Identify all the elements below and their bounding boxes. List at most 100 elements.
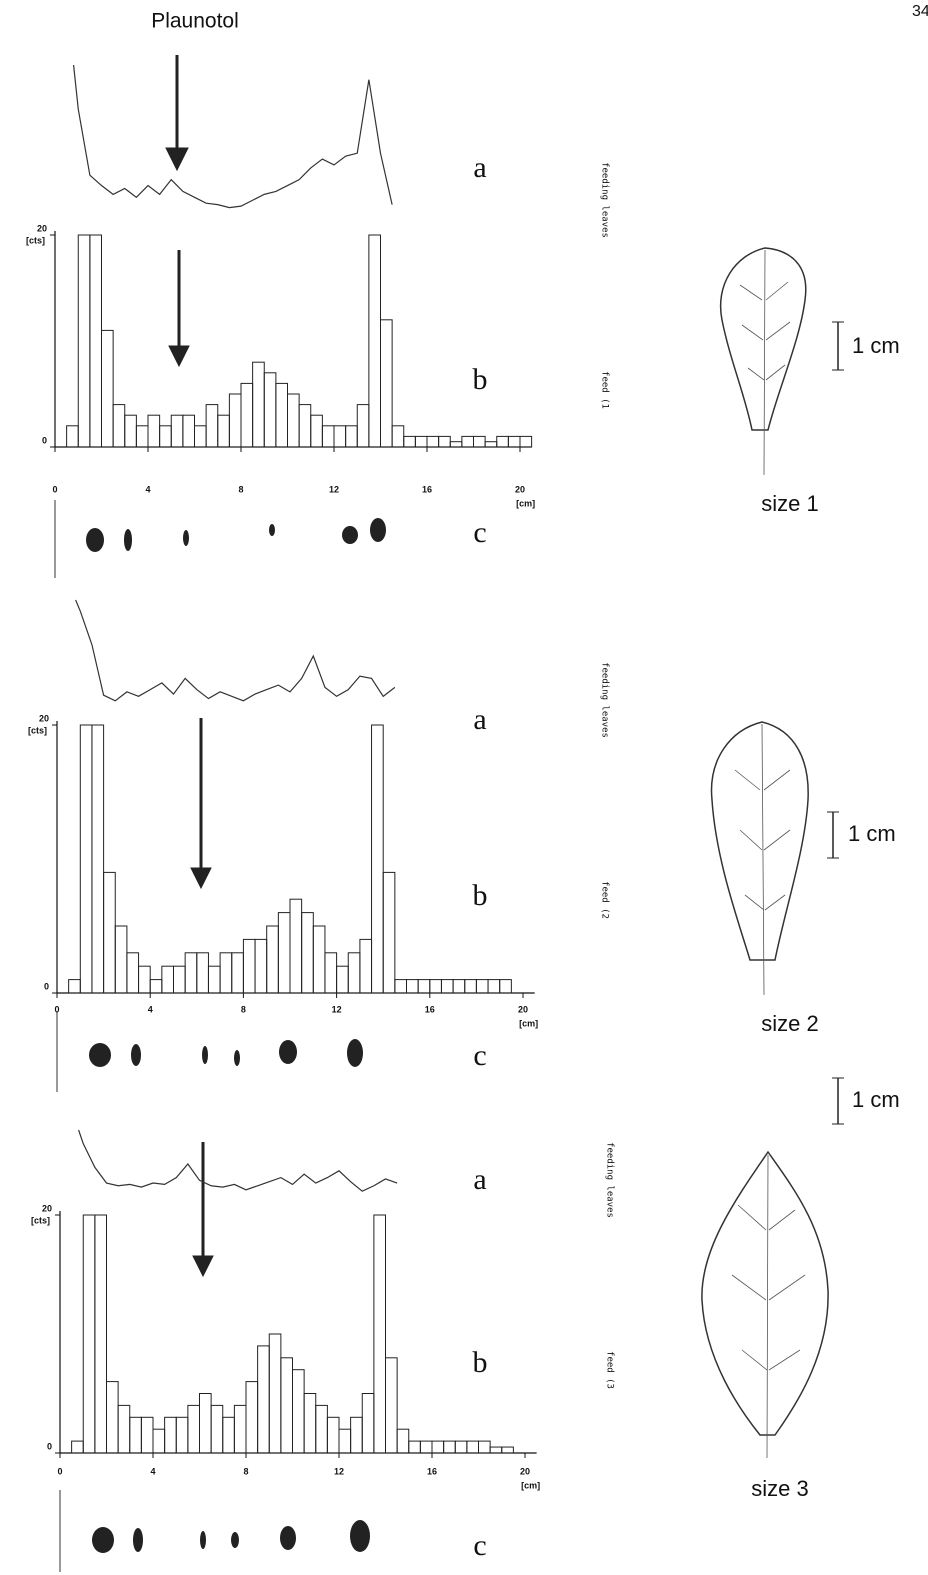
count-bar <box>380 319 393 448</box>
count-bar <box>473 435 486 448</box>
count-bar <box>336 965 349 994</box>
count-bar <box>338 1428 352 1454</box>
count-bar <box>501 1446 514 1454</box>
count-bar <box>71 1440 84 1454</box>
count-bar <box>487 979 501 994</box>
count-bar <box>417 979 431 994</box>
count-bar <box>252 361 265 448</box>
count-bar <box>312 925 326 994</box>
panel-label-c: c <box>473 516 486 549</box>
count-bar <box>361 1393 375 1454</box>
count-bar <box>301 912 314 994</box>
x-tick-label: 20 <box>515 484 525 494</box>
count-bar <box>385 1357 398 1454</box>
count-bar <box>245 1381 259 1454</box>
count-bar <box>77 234 91 448</box>
y-tick-label: 0 <box>47 1441 52 1451</box>
leaf-caption: size 3 <box>751 1476 808 1501</box>
count-bar <box>173 965 186 994</box>
count-bar <box>419 1440 433 1454</box>
count-bar <box>345 425 358 448</box>
panel-label-a: a <box>473 703 486 736</box>
leaf-caption: size 2 <box>761 1011 818 1036</box>
count-bar <box>408 1440 421 1454</box>
panel-label-c: c <box>473 1529 486 1562</box>
y-tick-label: 0 <box>42 435 47 445</box>
count-bar <box>489 1446 503 1454</box>
count-bar <box>394 979 408 994</box>
count-bar <box>66 425 79 448</box>
count-bar <box>117 1404 131 1454</box>
count-bar <box>371 724 384 994</box>
count-bar <box>91 724 105 994</box>
count-bar <box>254 938 268 994</box>
count-bar <box>431 1440 445 1454</box>
chromatogram-panel: 0 20 [cts] 0 4 8 12 16 20 [cm] a b c feeding leaves fe… <box>26 64 900 549</box>
panel-label-b: b <box>473 363 488 396</box>
count-bar <box>106 1381 119 1454</box>
count-bar <box>275 382 288 448</box>
count-bar <box>478 1440 491 1454</box>
side-text: feeding leaves <box>600 162 610 238</box>
panel-label-a: a <box>473 1163 486 1196</box>
y-axis-label: [cts] <box>31 1215 50 1225</box>
count-bar <box>368 234 381 448</box>
x-tick-label: 8 <box>243 1466 248 1476</box>
side-text: feeding leaves <box>605 1142 615 1218</box>
x-tick-label: 20 <box>520 1466 530 1476</box>
x-tick-label: 0 <box>52 484 57 494</box>
count-bar <box>196 952 209 994</box>
count-bar <box>333 425 347 448</box>
count-bar <box>303 1393 317 1454</box>
count-bar <box>287 393 300 448</box>
count-bar <box>347 952 361 994</box>
count-bar <box>464 979 477 994</box>
side-text: feed (1 <box>600 371 610 409</box>
x-axis-label: [cm] <box>521 1480 540 1490</box>
y-tick-label: 20 <box>42 1203 52 1213</box>
count-bar <box>124 414 137 448</box>
count-bar <box>396 1428 410 1454</box>
count-bar <box>101 329 114 448</box>
x-tick-label: 4 <box>145 484 150 494</box>
panel-label-b: b <box>473 1346 488 1379</box>
y-axis-label: [cts] <box>26 235 45 245</box>
y-tick-label: 20 <box>37 223 47 233</box>
x-tick-label: 12 <box>329 484 339 494</box>
count-bar <box>149 979 163 994</box>
count-bar <box>82 1214 96 1454</box>
x-tick-label: 0 <box>54 1004 59 1014</box>
count-bar <box>147 414 161 448</box>
count-bar <box>292 1369 305 1454</box>
count-bar <box>475 979 489 994</box>
count-bar <box>199 1393 212 1454</box>
x-tick-label: 16 <box>422 484 432 494</box>
x-tick-label: 16 <box>427 1466 437 1476</box>
count-bar <box>429 979 442 994</box>
count-bar <box>326 1416 340 1454</box>
count-bar <box>449 441 463 448</box>
count-bar <box>89 234 102 448</box>
count-bar <box>207 965 221 994</box>
x-tick-label: 12 <box>334 1466 344 1476</box>
chromatogram-panel: 0 20 [cts] 0 4 8 12 16 20 [cm] a b c feeding leaves fe… <box>31 1087 900 1562</box>
count-bar <box>406 979 419 994</box>
x-tick-label: 0 <box>57 1466 62 1476</box>
count-bar <box>484 441 498 448</box>
count-bar <box>175 1416 189 1454</box>
x-tick-label: 4 <box>150 1466 155 1476</box>
count-bar <box>159 425 172 448</box>
count-bar <box>233 1404 247 1454</box>
leaf-caption: size 1 <box>761 491 818 516</box>
count-bar <box>140 1416 154 1454</box>
count-bar <box>103 871 116 994</box>
count-bar <box>231 952 244 994</box>
panel-label-b: b <box>473 879 488 912</box>
count-bar <box>391 425 405 448</box>
scale-label: 1 cm <box>848 821 896 846</box>
scan-trace <box>75 599 396 702</box>
y-tick-label: 20 <box>39 713 49 723</box>
count-bar <box>440 979 454 994</box>
x-tick-label: 8 <box>238 484 243 494</box>
count-bar <box>135 425 149 448</box>
